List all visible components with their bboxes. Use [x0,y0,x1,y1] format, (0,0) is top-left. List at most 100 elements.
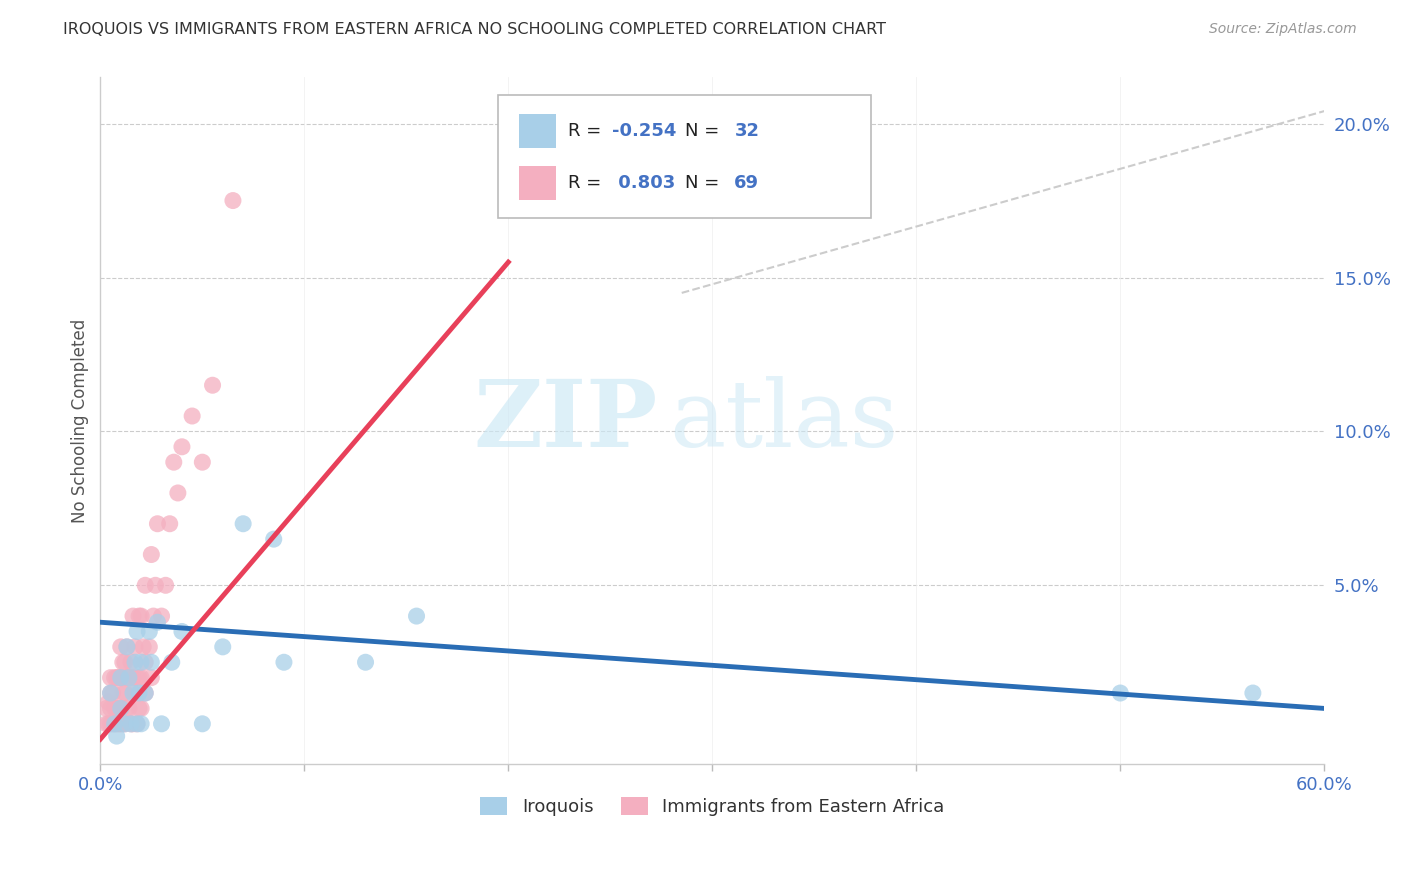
Bar [519,113,555,148]
Point [100,701,122,715]
Point [111,655,134,669]
Point [100,686,122,700]
Point [134,578,156,592]
Point [101,716,124,731]
Point [104,716,127,731]
Point [354,655,377,669]
Point [110,671,132,685]
Point [128,701,150,715]
Point [128,686,150,700]
Point [128,671,150,685]
Point [129,671,152,685]
Text: atlas: atlas [669,376,898,466]
FancyBboxPatch shape [498,95,872,219]
Point [141,671,163,685]
Point [120,716,142,731]
Point [96,716,118,731]
Point [107,701,129,715]
Point [129,609,152,624]
Text: 69: 69 [734,174,759,192]
Point [115,671,138,685]
Text: N =: N = [685,174,725,192]
Point [104,701,127,715]
Point [129,655,152,669]
Point [110,640,132,654]
Point [101,686,124,700]
Point [110,701,132,715]
Text: N =: N = [685,121,725,140]
Point [97,695,120,709]
Point [100,686,122,700]
Point [211,640,233,654]
Point [120,716,142,731]
Point [100,671,122,685]
Point [170,440,193,454]
Text: R =: R = [568,174,607,192]
Point [167,486,190,500]
Point [122,671,145,685]
Point [134,655,156,669]
Point [118,701,141,715]
Point [107,671,129,685]
Point [115,640,138,654]
Point [104,716,127,731]
Point [125,671,148,685]
Point [111,686,134,700]
Point [124,686,146,700]
Point [405,609,427,624]
Point [150,609,173,624]
Point [181,409,204,423]
Point [118,671,141,685]
Point [159,516,181,531]
Text: 0.803: 0.803 [612,174,675,192]
Point [114,686,136,700]
Y-axis label: No Schooling Completed: No Schooling Completed [72,318,89,523]
Text: -0.254: -0.254 [612,121,676,140]
Point [222,194,245,208]
Point [100,716,122,731]
Point [96,701,118,715]
Point [142,609,165,624]
Point [111,716,134,731]
Point [138,624,160,639]
Bar [519,166,555,201]
Point [125,624,148,639]
Point [107,716,129,731]
Point [191,716,214,731]
Legend: Iroquois, Immigrants from Eastern Africa: Iroquois, Immigrants from Eastern Africa [472,789,952,823]
Text: IROQUOIS VS IMMIGRANTS FROM EASTERN AFRICA NO SCHOOLING COMPLETED CORRELATION CH: IROQUOIS VS IMMIGRANTS FROM EASTERN AFRI… [63,22,886,37]
Point [125,716,148,731]
Point [132,640,155,654]
Point [110,716,132,731]
Point [1241,686,1264,700]
Point [191,455,214,469]
Point [122,609,145,624]
Point [114,655,136,669]
Point [170,624,193,639]
Point [129,701,152,715]
Text: ZIP: ZIP [472,376,657,466]
Point [105,671,128,685]
Point [1109,686,1132,700]
Point [163,455,186,469]
Point [114,716,136,731]
Point [141,548,163,562]
Point [110,671,132,685]
Point [146,516,169,531]
Point [146,615,169,630]
Point [201,378,224,392]
Point [128,609,150,624]
Point [273,655,295,669]
Text: Source: ZipAtlas.com: Source: ZipAtlas.com [1209,22,1357,37]
Point [263,532,285,546]
Point [160,655,183,669]
Point [114,716,136,731]
Point [115,701,138,715]
Text: 32: 32 [734,121,759,140]
Point [145,578,167,592]
Point [141,655,163,669]
Point [105,701,128,715]
Point [122,716,145,731]
Point [104,671,127,685]
Point [232,516,254,531]
